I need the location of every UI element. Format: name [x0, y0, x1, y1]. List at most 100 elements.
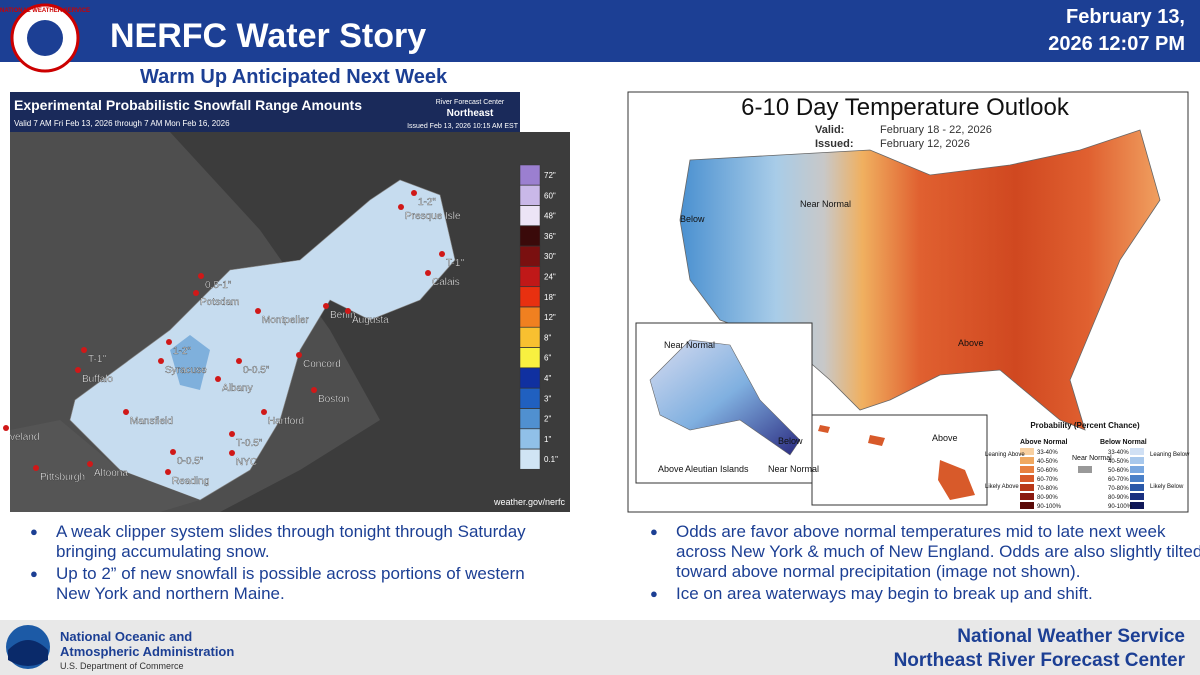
place-label: NYC [236, 457, 257, 468]
footer-nerfc: Northeast River Forecast Center [894, 650, 1186, 671]
city-dot [215, 376, 221, 382]
legend-swatch [519, 347, 541, 368]
range-label: 50-60% [1037, 468, 1058, 474]
city-dot [198, 273, 204, 279]
legend-swatch [519, 428, 541, 450]
legend-label: 30" [544, 252, 556, 261]
snow-map-header [10, 92, 570, 132]
legend-label: 0.1" [544, 455, 558, 464]
place-label: Albany [222, 383, 253, 394]
range-label: 40-50% [1108, 459, 1129, 465]
city-dot [261, 409, 267, 415]
region-label: Above [958, 338, 984, 348]
map-rfc: River Forecast Center [436, 99, 505, 106]
bullet: Ice on area waterways may begin to break… [650, 584, 1200, 604]
place-label: Pittsburgh [40, 472, 85, 483]
legend-swatch [519, 306, 541, 328]
place-label: 0-0.5" [177, 456, 204, 467]
bullet: Up to 2” of new snowfall is possible acr… [30, 564, 556, 604]
city-dot [81, 347, 87, 353]
city-dot [165, 469, 171, 475]
bullet: A weak clipper system slides through ton… [30, 522, 556, 562]
city-dot [439, 251, 445, 257]
place-label: 0.5-1" [205, 280, 232, 291]
region-label: Aleutian Islands [685, 464, 749, 474]
nws-badge [520, 92, 570, 132]
place-label: Syracuse [165, 365, 207, 376]
logo-text: NATIONAL WEATHER SERVICE [0, 8, 90, 14]
place-label: Berlin [330, 310, 356, 321]
place-label: Potsdam [200, 297, 239, 308]
city-dot [255, 308, 261, 314]
map-issued: Issued Feb 13, 2026 10:15 AM EST [407, 123, 519, 130]
range-label: 33-40% [1108, 450, 1129, 456]
range-label: 33-40% [1037, 450, 1058, 456]
place-label: Calais [432, 277, 460, 288]
legend-swatch [519, 266, 541, 287]
map-title: 6-10 Day Temperature Outlook [741, 94, 1070, 121]
legend-swatch [519, 225, 541, 247]
place-label: Augusta [352, 315, 389, 326]
place-label: Altoona [94, 468, 128, 479]
legend-swatch [519, 185, 541, 206]
legend-swatch [519, 408, 541, 429]
range-label: 70-80% [1108, 486, 1129, 492]
land-south [10, 420, 200, 512]
region-label: Near Normal [800, 199, 851, 209]
legend-label: 24" [544, 273, 556, 282]
region-label: Above [658, 464, 684, 474]
place-label: T-0.5" [236, 438, 263, 449]
range-label: 60-70% [1037, 477, 1058, 483]
legend-swatch [519, 164, 541, 186]
legend-label: 2" [544, 415, 551, 424]
place-label: T-1" [446, 258, 464, 269]
right-bullets: Odds are favor above normal temperatures… [650, 522, 1200, 606]
city-dot [87, 461, 93, 467]
footer-noaa: U.S. Department of Commerce [60, 661, 184, 671]
place-label: 1-2" [418, 197, 436, 208]
city-dot [411, 190, 417, 196]
legend-swatch [519, 327, 541, 348]
range-label: 80-90% [1037, 495, 1058, 501]
legend-title: Probability (Percent Chance) [1030, 421, 1140, 430]
city-dot [166, 339, 172, 345]
city-dot [311, 387, 317, 393]
place-label: Buffalo [82, 374, 113, 385]
legend-swatch [519, 245, 541, 267]
legend-swatch [519, 205, 541, 226]
legend-side: Likely Above [985, 484, 1019, 490]
footer-noaa: Atmospheric Administration [60, 644, 234, 659]
subtitle: Warm Up Anticipated Next Week [140, 66, 448, 88]
footer-noaa: National Oceanic and [60, 629, 192, 644]
city-dot [229, 450, 235, 456]
title: NERFC Water Story [110, 17, 426, 55]
region-label: Above [932, 433, 958, 443]
place-label: Montpelier [262, 315, 309, 326]
place-label: Presque Isle [405, 211, 461, 222]
header-band [0, 0, 1200, 62]
range-label: 60-70% [1108, 477, 1129, 483]
issued: February 12, 2026 [880, 138, 970, 150]
legend-swatch [519, 367, 541, 389]
range-label: 40-50% [1037, 459, 1058, 465]
city-dot [3, 425, 9, 431]
map-title: Experimental Probabilistic Snowfall Rang… [14, 97, 362, 113]
city-dot [33, 465, 39, 471]
legend-label: 3" [544, 394, 551, 403]
legend-label: 4" [544, 374, 551, 383]
footer-nws: National Weather Service [957, 626, 1185, 647]
valid: February 18 - 22, 2026 [880, 124, 992, 136]
legend-swatch [519, 448, 541, 470]
legend-head: Below Normal [1100, 439, 1147, 446]
city-dot [158, 358, 164, 364]
place-label: Reading [172, 476, 209, 487]
legend-side: Likely Below [1150, 484, 1184, 490]
legend-label: 1" [544, 435, 551, 444]
legend-head: Near Normal [1072, 455, 1112, 462]
city-dot [123, 409, 129, 415]
legend-label: 18" [544, 293, 556, 302]
range-label: 70-80% [1037, 486, 1058, 492]
legend-label: 48" [544, 212, 556, 221]
legend-label: 6" [544, 354, 551, 363]
